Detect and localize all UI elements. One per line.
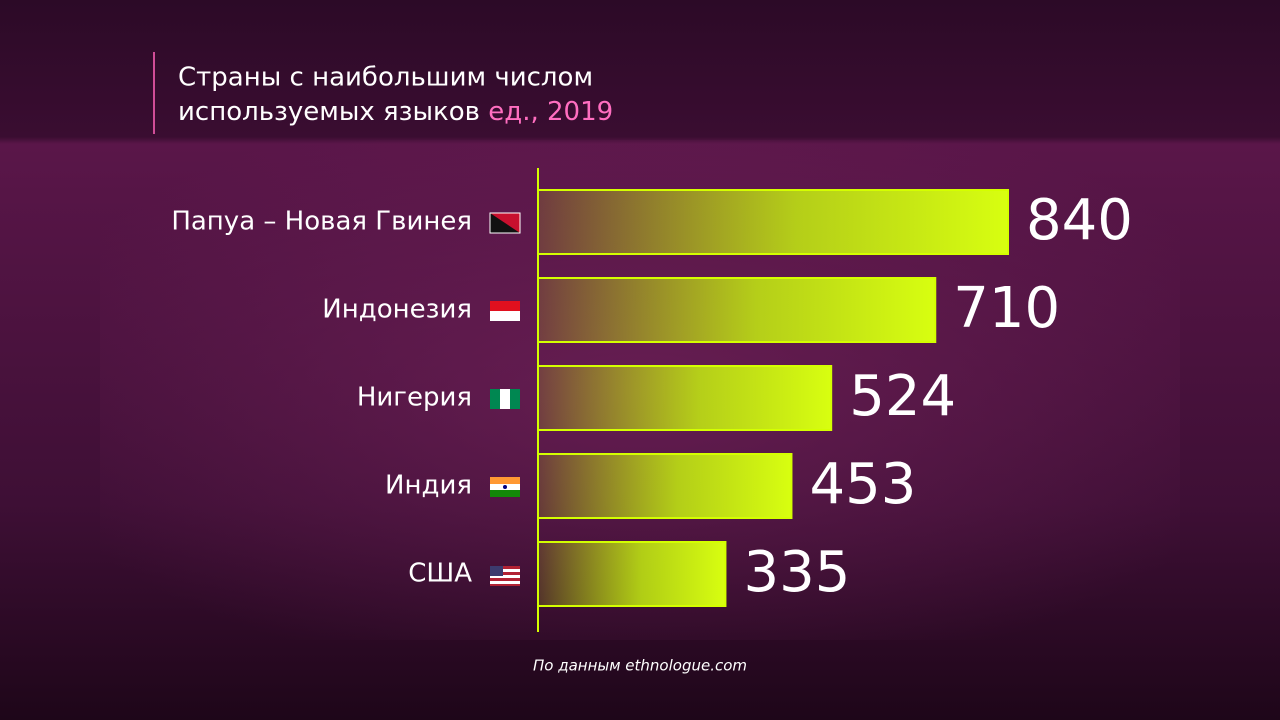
value-label: 335: [743, 540, 850, 605]
flag-png: [489, 212, 521, 234]
chart-title: Страны с наибольшим числом: [178, 63, 593, 93]
flag-idn: [490, 301, 520, 321]
value-label: 524: [849, 364, 956, 429]
source: По данным ethnologue.com: [533, 657, 747, 675]
bar: [537, 365, 833, 431]
category-label: Индонезия: [322, 295, 472, 325]
chart-title-line: используемых языков: [178, 97, 480, 127]
bar: [537, 453, 793, 519]
bar: [537, 277, 937, 343]
flag-usa: [490, 566, 520, 586]
category-label: Нигерия: [357, 383, 472, 413]
category-label: США: [408, 559, 472, 589]
value-label: 840: [1026, 188, 1133, 253]
bar: [537, 541, 727, 607]
flag-nga: [490, 389, 520, 409]
value-label: 453: [809, 452, 916, 517]
category-label: Индия: [385, 471, 472, 501]
flags: [489, 212, 521, 586]
value-label: 710: [953, 276, 1060, 341]
category-label: Папуа – Новая Гвинея: [171, 207, 472, 237]
bar: [537, 189, 1009, 255]
chart-subtitle: ед., 2019: [488, 97, 613, 127]
flag-ind: [490, 477, 520, 497]
chart-title: используемых языков ед., 2019: [178, 97, 613, 127]
